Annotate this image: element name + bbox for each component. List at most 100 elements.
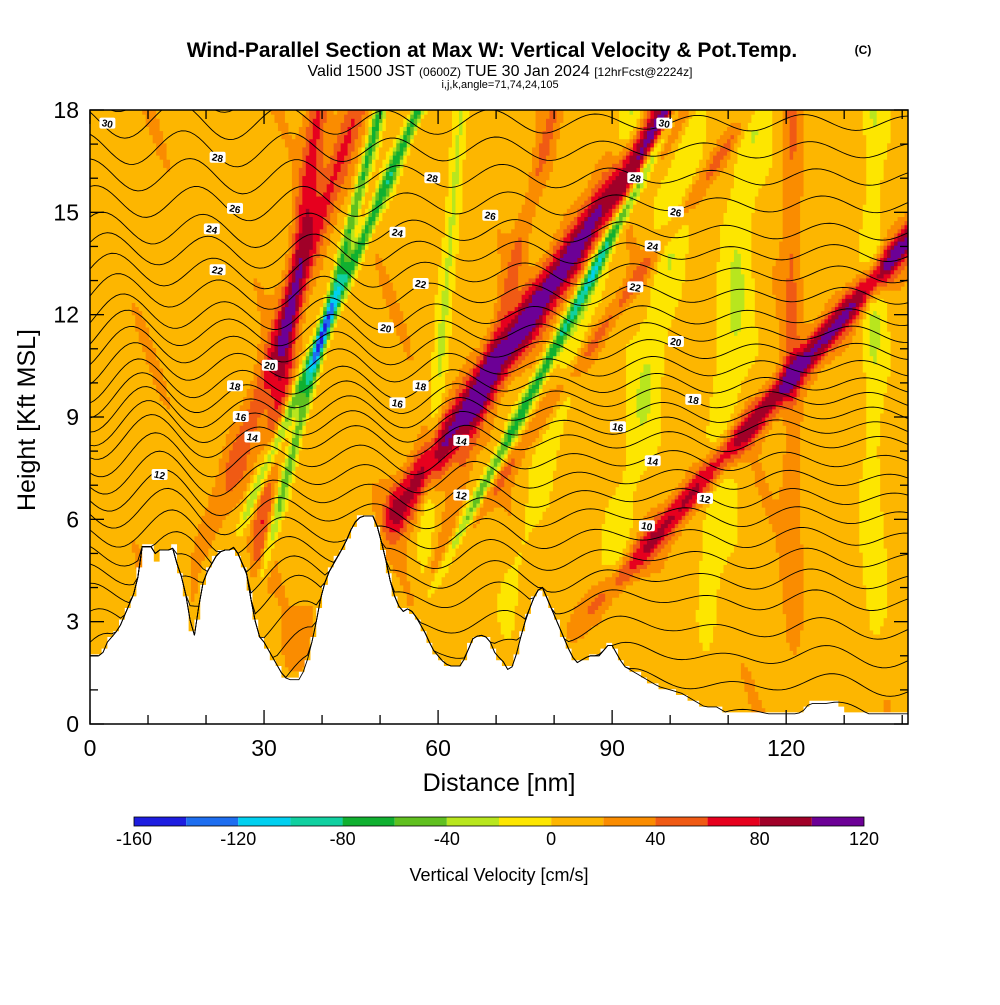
- svg-text:14: 14: [246, 432, 260, 445]
- velocity-cell: [800, 343, 805, 353]
- velocity-cell: [532, 146, 537, 218]
- velocity-cell: [549, 261, 554, 267]
- velocity-cell: [584, 277, 589, 283]
- velocity-cell: [862, 306, 867, 312]
- velocity-cell: [619, 195, 624, 201]
- velocity-cell: [521, 110, 526, 205]
- velocity-cell: [880, 281, 885, 287]
- velocity-cell: [608, 249, 613, 254]
- velocity-cell: [713, 146, 718, 156]
- velocity-cell: [653, 457, 658, 508]
- velocity-cell: [323, 232, 328, 258]
- velocity-cell: [302, 216, 307, 279]
- velocity-cell: [497, 507, 502, 594]
- velocity-cell: [302, 392, 307, 418]
- velocity-cell: [465, 457, 471, 484]
- velocity-cell: [727, 429, 732, 439]
- velocity-cell: [396, 482, 401, 488]
- velocity-cell: [469, 449, 474, 471]
- velocity-cell: [354, 138, 359, 164]
- velocity-cell: [490, 474, 495, 479]
- velocity-cell: [580, 277, 585, 283]
- velocity-cell: [577, 273, 582, 279]
- velocity-cell: [455, 515, 460, 529]
- velocity-cell: [615, 163, 620, 168]
- velocity-cell: [688, 507, 693, 512]
- velocity-cell: [591, 269, 596, 279]
- velocity-cell: [312, 380, 317, 389]
- velocity-cell: [855, 273, 860, 283]
- velocity-cell: [730, 429, 735, 439]
- velocity-cell: [827, 343, 833, 349]
- velocity-cell: [410, 142, 415, 357]
- velocity-cell: [229, 425, 234, 451]
- velocity-cell: [274, 539, 279, 561]
- velocity-cell: [834, 290, 839, 303]
- velocity-cell: [281, 511, 286, 520]
- velocity-cell: [271, 429, 276, 439]
- velocity-cell: [674, 110, 679, 119]
- velocity-cell: [552, 339, 558, 344]
- velocity-cell: [814, 110, 819, 320]
- velocity-cell: [751, 433, 756, 439]
- velocity-cell: [577, 286, 582, 291]
- velocity-cell: [302, 417, 307, 426]
- svg-text:10: 10: [640, 521, 654, 534]
- velocity-cell: [549, 302, 554, 312]
- velocity-cell: [525, 191, 530, 283]
- velocity-cell: [500, 466, 505, 471]
- velocity-cell: [580, 220, 585, 230]
- velocity-cell: [622, 159, 627, 168]
- velocity-cell: [643, 273, 648, 287]
- velocity-cell: [479, 478, 484, 484]
- velocity-cell: [768, 412, 773, 422]
- velocity-cell: [667, 269, 672, 328]
- isentrope-label: 26: [482, 209, 499, 223]
- velocity-cell: [511, 326, 516, 353]
- velocity-cell: [271, 515, 276, 525]
- velocity-cell: [639, 159, 645, 164]
- velocity-cell: [302, 322, 307, 357]
- velocity-cell: [793, 396, 798, 406]
- velocity-cell: [253, 502, 258, 512]
- velocity-cell: [622, 110, 627, 140]
- velocity-cell: [284, 286, 290, 295]
- velocity-cell: [277, 404, 283, 418]
- velocity-cell: [382, 478, 387, 504]
- velocity-cell: [605, 220, 610, 226]
- velocity-cell: [563, 314, 568, 320]
- velocity-cell: [727, 138, 732, 152]
- velocity-cell: [528, 286, 533, 295]
- velocity-cell: [281, 437, 286, 443]
- velocity-cell: [782, 355, 787, 365]
- velocity-cell: [243, 490, 248, 504]
- velocity-cell: [814, 380, 819, 724]
- velocity-cell: [636, 539, 641, 549]
- velocity-cell: [552, 306, 558, 316]
- velocity-cell: [486, 343, 491, 353]
- velocity-cell: [472, 384, 477, 418]
- velocity-cell: [667, 539, 672, 553]
- velocity-cell: [584, 216, 589, 222]
- velocity-cell: [539, 281, 544, 291]
- velocity-cell: [368, 110, 373, 119]
- velocity-cell: [434, 449, 439, 459]
- velocity-cell: [323, 331, 328, 336]
- velocity-cell: [876, 257, 881, 267]
- velocity-cell: [309, 138, 314, 218]
- velocity-cell: [612, 179, 617, 205]
- velocity-cell: [281, 286, 286, 299]
- velocity-cell: [594, 281, 599, 287]
- velocity-cell: [458, 535, 464, 545]
- velocity-cell: [591, 212, 596, 230]
- velocity-cell: [820, 318, 826, 324]
- velocity-cell: [361, 171, 366, 181]
- velocity-cell: [511, 363, 516, 373]
- velocity-cell: [796, 347, 801, 353]
- svg-text:28: 28: [426, 173, 440, 186]
- velocity-cell: [880, 412, 885, 512]
- velocity-cell: [389, 519, 394, 533]
- velocity-cell: [591, 265, 596, 271]
- velocity-cell: [667, 531, 672, 541]
- velocity-cell: [810, 335, 815, 340]
